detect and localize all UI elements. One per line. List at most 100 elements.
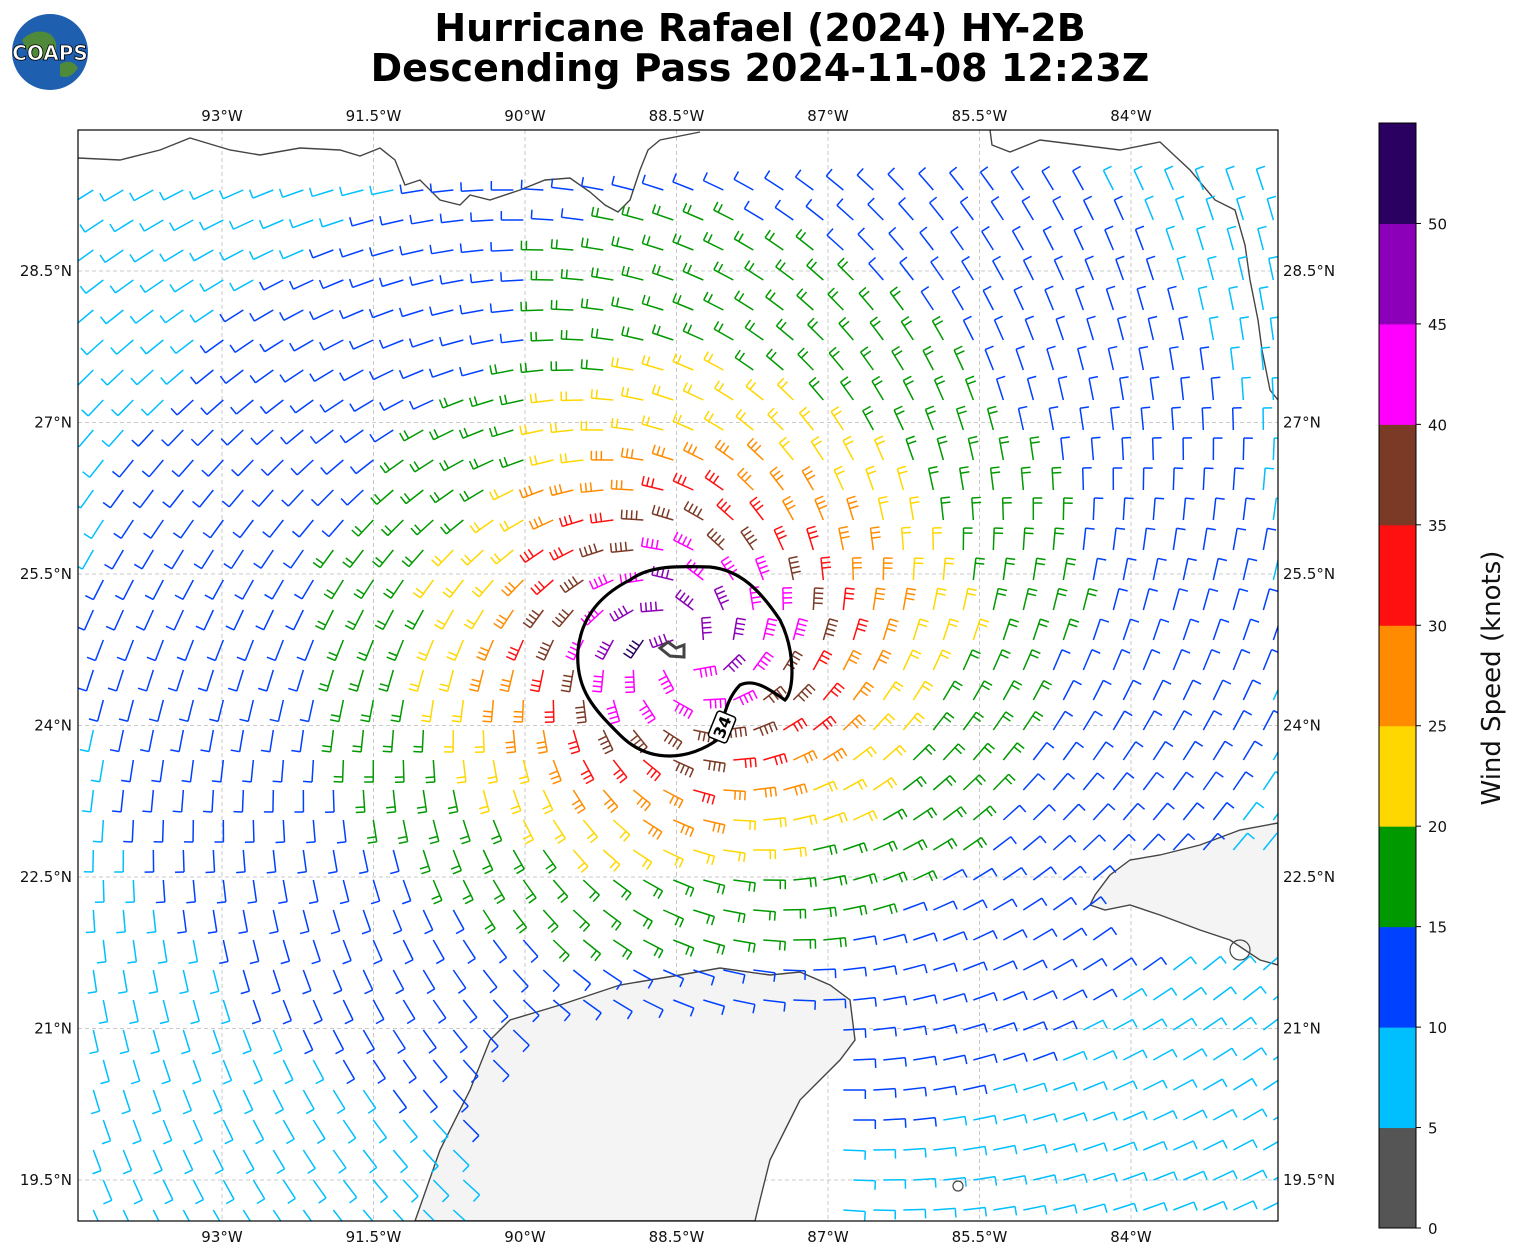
wind-barb	[852, 618, 869, 641]
wind-barb	[1212, 557, 1228, 581]
axis-labels: 93°W 93°W 91.5°W 91.5°W 90°W 90°W 88.5°W 88.5°W…	[20, 107, 1335, 1246]
colorbar-tick-label: 30	[1428, 617, 1447, 635]
wind-barb	[222, 1119, 234, 1145]
wind-barb	[500, 272, 524, 282]
wind-barb	[513, 699, 525, 723]
wind-barb	[100, 369, 124, 386]
wind-barb	[522, 939, 539, 964]
wind-barb	[262, 519, 284, 538]
wind-barb	[612, 939, 633, 961]
wind-barb	[218, 189, 244, 200]
wind-barb	[492, 879, 506, 905]
wind-barb	[1262, 648, 1278, 671]
wind-barb	[113, 519, 134, 539]
wind-barb	[1082, 957, 1108, 971]
wind-barb	[775, 259, 794, 281]
wind-barb	[392, 1089, 408, 1114]
wind-barb	[1122, 802, 1146, 821]
wind-barb	[530, 209, 554, 221]
wind-barb	[932, 712, 955, 731]
wind-barb	[444, 729, 455, 753]
wind-barb	[348, 278, 374, 289]
wind-barb	[1257, 225, 1267, 251]
wind-barb	[903, 1025, 928, 1036]
wind-barb	[1022, 897, 1048, 911]
wind-barb	[1118, 376, 1129, 401]
colorbar-segment	[1379, 424, 1416, 526]
wind-barb	[1079, 406, 1090, 431]
wind-barb	[933, 375, 946, 401]
wind-barb	[590, 450, 614, 461]
wind-barb	[993, 1205, 1018, 1216]
wind-barb	[839, 376, 854, 401]
wind-barb	[713, 320, 734, 341]
wind-barb	[823, 874, 848, 886]
wind-barb	[703, 819, 726, 834]
wind-barb	[1232, 1016, 1258, 1031]
wind-barb	[148, 969, 159, 995]
wind-barb	[374, 609, 394, 631]
wind-barb	[263, 789, 275, 813]
wind-barb	[883, 1056, 907, 1067]
wind-barb	[336, 819, 347, 844]
wind-barb	[1113, 1080, 1138, 1091]
wind-barb	[973, 929, 998, 941]
wind-barb	[992, 711, 1014, 731]
wind-barb	[119, 1029, 130, 1055]
wind-barb	[219, 309, 244, 323]
wind-barb	[1152, 557, 1167, 581]
wind-barb	[1202, 588, 1219, 611]
wind-barb	[353, 579, 374, 600]
wind-barb	[104, 549, 124, 570]
wind-barb	[913, 1177, 937, 1188]
wind-barb	[1182, 802, 1205, 821]
wind-barb	[459, 304, 484, 315]
wind-barb	[471, 579, 494, 598]
wind-barb	[734, 290, 754, 311]
wind-barb	[456, 759, 467, 784]
wind-barb	[81, 789, 95, 813]
wind-barb	[325, 789, 335, 814]
wind-barb	[942, 743, 966, 761]
wind-barb	[1201, 406, 1212, 431]
wind-barb	[233, 789, 245, 813]
wind-barb	[632, 789, 652, 812]
wind-barb	[838, 316, 854, 341]
wind-barb	[872, 649, 892, 671]
wind-barb	[129, 249, 154, 263]
wind-barb	[229, 279, 254, 292]
wind-barb	[90, 1089, 101, 1115]
wind-barb	[713, 585, 730, 611]
wind-barb	[429, 183, 454, 194]
wind-barb	[252, 1119, 265, 1145]
wind-barb	[223, 549, 244, 570]
wind-barb	[621, 326, 644, 341]
wind-barb	[250, 429, 274, 446]
wind-barb	[272, 1209, 282, 1221]
wind-barb	[394, 759, 405, 783]
wind-barb	[1202, 710, 1223, 731]
wind-barb	[202, 519, 224, 539]
colorbar-tick-label: 15	[1428, 919, 1447, 937]
wind-barb	[505, 729, 517, 754]
wind-barb	[753, 909, 777, 921]
wind-barb	[1011, 225, 1024, 251]
wind-barb	[931, 315, 944, 341]
wind-barb	[458, 427, 484, 439]
wind-barb	[211, 1029, 222, 1055]
wind-barb	[529, 669, 545, 693]
wind-barb	[822, 747, 848, 762]
wind-barb	[281, 489, 304, 507]
wind-barb	[78, 309, 94, 324]
wind-barb	[1178, 315, 1188, 341]
wind-barb	[230, 399, 254, 415]
wind-barb	[181, 759, 195, 783]
wind-barb	[843, 966, 867, 977]
wind-barb	[883, 995, 908, 1006]
wind-barb	[528, 516, 554, 530]
wind-barb	[478, 789, 490, 815]
wind-barb	[1052, 710, 1074, 731]
wind-barb	[318, 669, 335, 692]
wind-barb	[792, 683, 816, 702]
wind-barb	[808, 376, 824, 401]
